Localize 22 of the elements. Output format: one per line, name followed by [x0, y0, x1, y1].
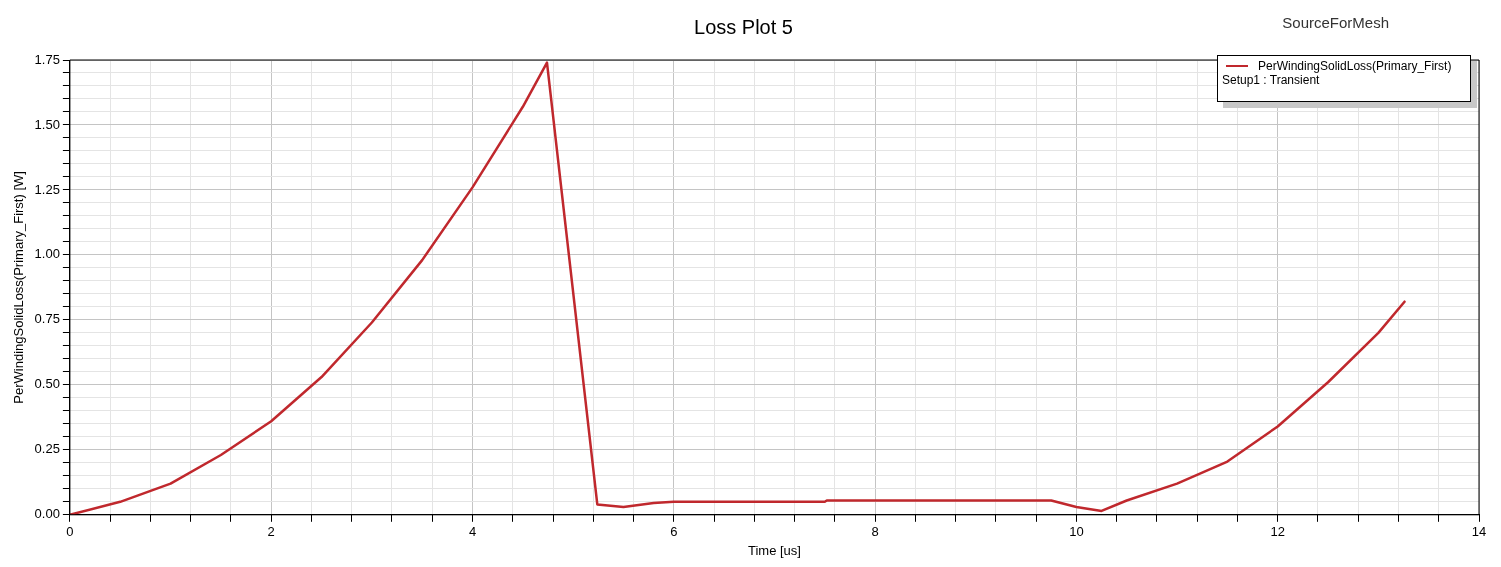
y-tick-label: 0.50: [34, 376, 60, 392]
y-tick-label: 1.50: [34, 116, 60, 132]
y-tick-label: 0.25: [34, 441, 60, 457]
y-tick-label: 1.00: [34, 246, 60, 262]
text: SourceForMesh: [1282, 14, 1389, 31]
y-tick-label: 0.00: [34, 506, 60, 522]
y-tick-label: 0.75: [34, 311, 60, 327]
x-tick-label: 10: [1069, 524, 1084, 540]
chart-title: Loss Plot 5: [694, 15, 793, 38]
x-tick-label: 4: [468, 524, 477, 540]
x-tick-label: 14: [1471, 524, 1487, 540]
x-tick-label: 8: [871, 524, 879, 540]
legend-label: PerWindingSolidLoss(Primary_First): [1258, 59, 1452, 73]
x-tick-label: 12: [1270, 524, 1285, 540]
x-tick-label: 6: [670, 524, 678, 540]
x-tick-label: 0: [66, 524, 74, 540]
y-tick-label: 1.75: [34, 51, 60, 67]
y-tick-label: 1.25: [34, 181, 60, 197]
x-axis-title: Time [us]: [747, 542, 801, 558]
x-tick-label: 2: [267, 524, 275, 540]
legend-title: Setup1 : Transient: [1222, 73, 1321, 87]
y-axis-title: PerWindingSolidLoss(Primary_First) [W]: [11, 171, 27, 404]
